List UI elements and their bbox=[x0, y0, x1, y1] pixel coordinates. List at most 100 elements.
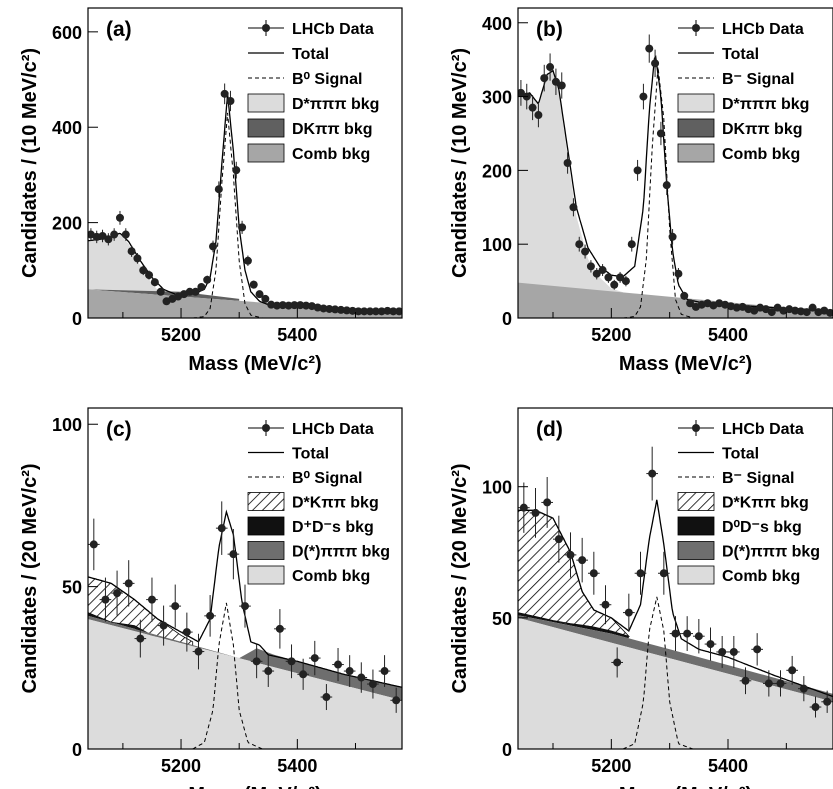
x-tick-label: 5200 bbox=[161, 756, 201, 776]
data-point bbox=[343, 655, 356, 687]
y-tick-label: 600 bbox=[52, 23, 82, 43]
data-point bbox=[586, 260, 595, 273]
panel-label: (b) bbox=[536, 18, 563, 41]
legend-label: D⁰D⁻s bkg bbox=[722, 519, 802, 536]
x-tick-label: 5400 bbox=[708, 756, 748, 776]
data-point bbox=[139, 265, 148, 276]
legend-label: LHCb Data bbox=[722, 421, 804, 438]
data-point bbox=[599, 585, 612, 625]
y-tick-label: 400 bbox=[482, 14, 512, 34]
data-point bbox=[145, 270, 154, 280]
data-point bbox=[169, 584, 182, 628]
data-point bbox=[528, 95, 537, 121]
data-point bbox=[551, 68, 560, 96]
data-point bbox=[553, 515, 565, 563]
signal-curve bbox=[192, 602, 263, 749]
data-point bbox=[592, 267, 601, 280]
comb-area bbox=[518, 617, 833, 749]
legend-label: D⁺D⁻s bkg bbox=[292, 519, 374, 536]
data-point bbox=[645, 34, 654, 63]
data-point bbox=[588, 551, 600, 595]
legend-entry-dk: DKππ bkg bbox=[677, 118, 803, 138]
legend-entry-comb: Comb bkg bbox=[247, 143, 370, 163]
panel-b: 5200 5400 0 100 200 300 400 Mass (MeV/c²) Candid… bbox=[449, 7, 833, 375]
x-tick-label: 5400 bbox=[277, 756, 317, 776]
data-point bbox=[674, 267, 683, 280]
data-point bbox=[634, 551, 647, 595]
legend-label: Total bbox=[722, 446, 759, 463]
data-point bbox=[181, 612, 193, 652]
data-point bbox=[662, 175, 671, 196]
legend-label: DKππ bkg bbox=[292, 121, 373, 138]
data-point bbox=[239, 584, 251, 628]
data-point bbox=[598, 264, 607, 276]
data-point bbox=[808, 303, 817, 312]
data-point bbox=[751, 633, 763, 666]
legend-entry-data: LHCb Data bbox=[248, 20, 374, 38]
data-point bbox=[639, 83, 648, 110]
data-point bbox=[185, 287, 194, 296]
data-point bbox=[646, 446, 658, 501]
data-point bbox=[575, 236, 584, 252]
legend-entry-dk: D*Kππ bkg bbox=[247, 492, 379, 512]
data-point bbox=[763, 670, 775, 697]
x-axis-title: Mass (MeV/c²) bbox=[619, 353, 752, 375]
legend-label: D*Kππ bkg bbox=[722, 495, 809, 512]
data-point bbox=[557, 72, 566, 99]
data-point bbox=[651, 49, 660, 78]
data-point bbox=[308, 640, 321, 676]
data-point bbox=[826, 308, 833, 317]
data-point bbox=[197, 283, 206, 291]
data-point bbox=[146, 577, 158, 622]
data-point bbox=[121, 228, 130, 241]
data-point bbox=[656, 121, 665, 146]
panel-c: 5200 5400 0 50 100 Mass (MeV/c²) Candidates / … bbox=[19, 407, 403, 789]
legend-entry-comb: Comb bkg bbox=[247, 565, 370, 585]
data-point bbox=[203, 275, 212, 285]
y-tick-label: 50 bbox=[62, 578, 82, 598]
legend-label: D(*)πππ bkg bbox=[722, 544, 820, 561]
legend-label: D*Kππ bkg bbox=[292, 495, 379, 512]
y-tick-label: 100 bbox=[482, 478, 512, 498]
data-point bbox=[111, 570, 123, 616]
legend-entry-dstar: D*πππ bkg bbox=[247, 93, 379, 113]
dstar-area bbox=[88, 234, 187, 308]
data-point bbox=[541, 476, 553, 528]
data-point bbox=[150, 278, 159, 287]
data-point bbox=[243, 255, 252, 266]
data-point bbox=[238, 220, 247, 234]
y-tick-label: 100 bbox=[482, 235, 512, 255]
data-point bbox=[529, 488, 542, 538]
data-point bbox=[110, 228, 119, 241]
x-tick-label: 5200 bbox=[591, 756, 631, 776]
x-tick-label: 5400 bbox=[277, 325, 317, 345]
legend-label: Comb bkg bbox=[722, 146, 800, 163]
data-point bbox=[680, 291, 689, 300]
data-point bbox=[569, 198, 578, 217]
legend-label: B⁰ Signal bbox=[292, 71, 362, 88]
legend-entry-dpipipi: D(*)πππ bkg bbox=[247, 541, 390, 561]
y-axis-title: Candidates / (20 MeV/c²) bbox=[449, 463, 471, 693]
data-point bbox=[122, 560, 135, 607]
legend-entry-total: Total bbox=[248, 446, 329, 463]
data-point bbox=[658, 551, 670, 595]
legend-label: LHCb Data bbox=[722, 21, 804, 38]
panel-a: 5200 5400 0 200 400 600 Mass (MeV/c²) Candidate… bbox=[19, 7, 403, 375]
x-axis-title: Mass (MeV/c²) bbox=[619, 784, 752, 789]
data-point bbox=[227, 528, 240, 580]
data-point bbox=[716, 635, 728, 668]
legend-entry-signal: B⁰ Signal bbox=[248, 71, 362, 88]
legend-entry-signal: B⁻ Signal bbox=[678, 71, 794, 88]
data-point bbox=[272, 301, 281, 310]
data-point bbox=[250, 644, 263, 679]
plot-frame bbox=[87, 7, 403, 319]
x-tick-label: 5200 bbox=[161, 325, 201, 345]
legend-entry-dstar: D*πππ bkg bbox=[677, 93, 809, 113]
data-point bbox=[133, 253, 142, 264]
y-axis-title: Candidates / (10 MeV/c²) bbox=[19, 48, 41, 278]
plot-frame bbox=[87, 407, 403, 750]
legend-label: B⁻ Signal bbox=[722, 470, 794, 487]
plot-frame bbox=[517, 7, 833, 319]
panel-d: 5200 5400 0 50 100 Mass (MeV/c²) Candidates / … bbox=[449, 407, 833, 789]
data-point bbox=[99, 577, 112, 622]
